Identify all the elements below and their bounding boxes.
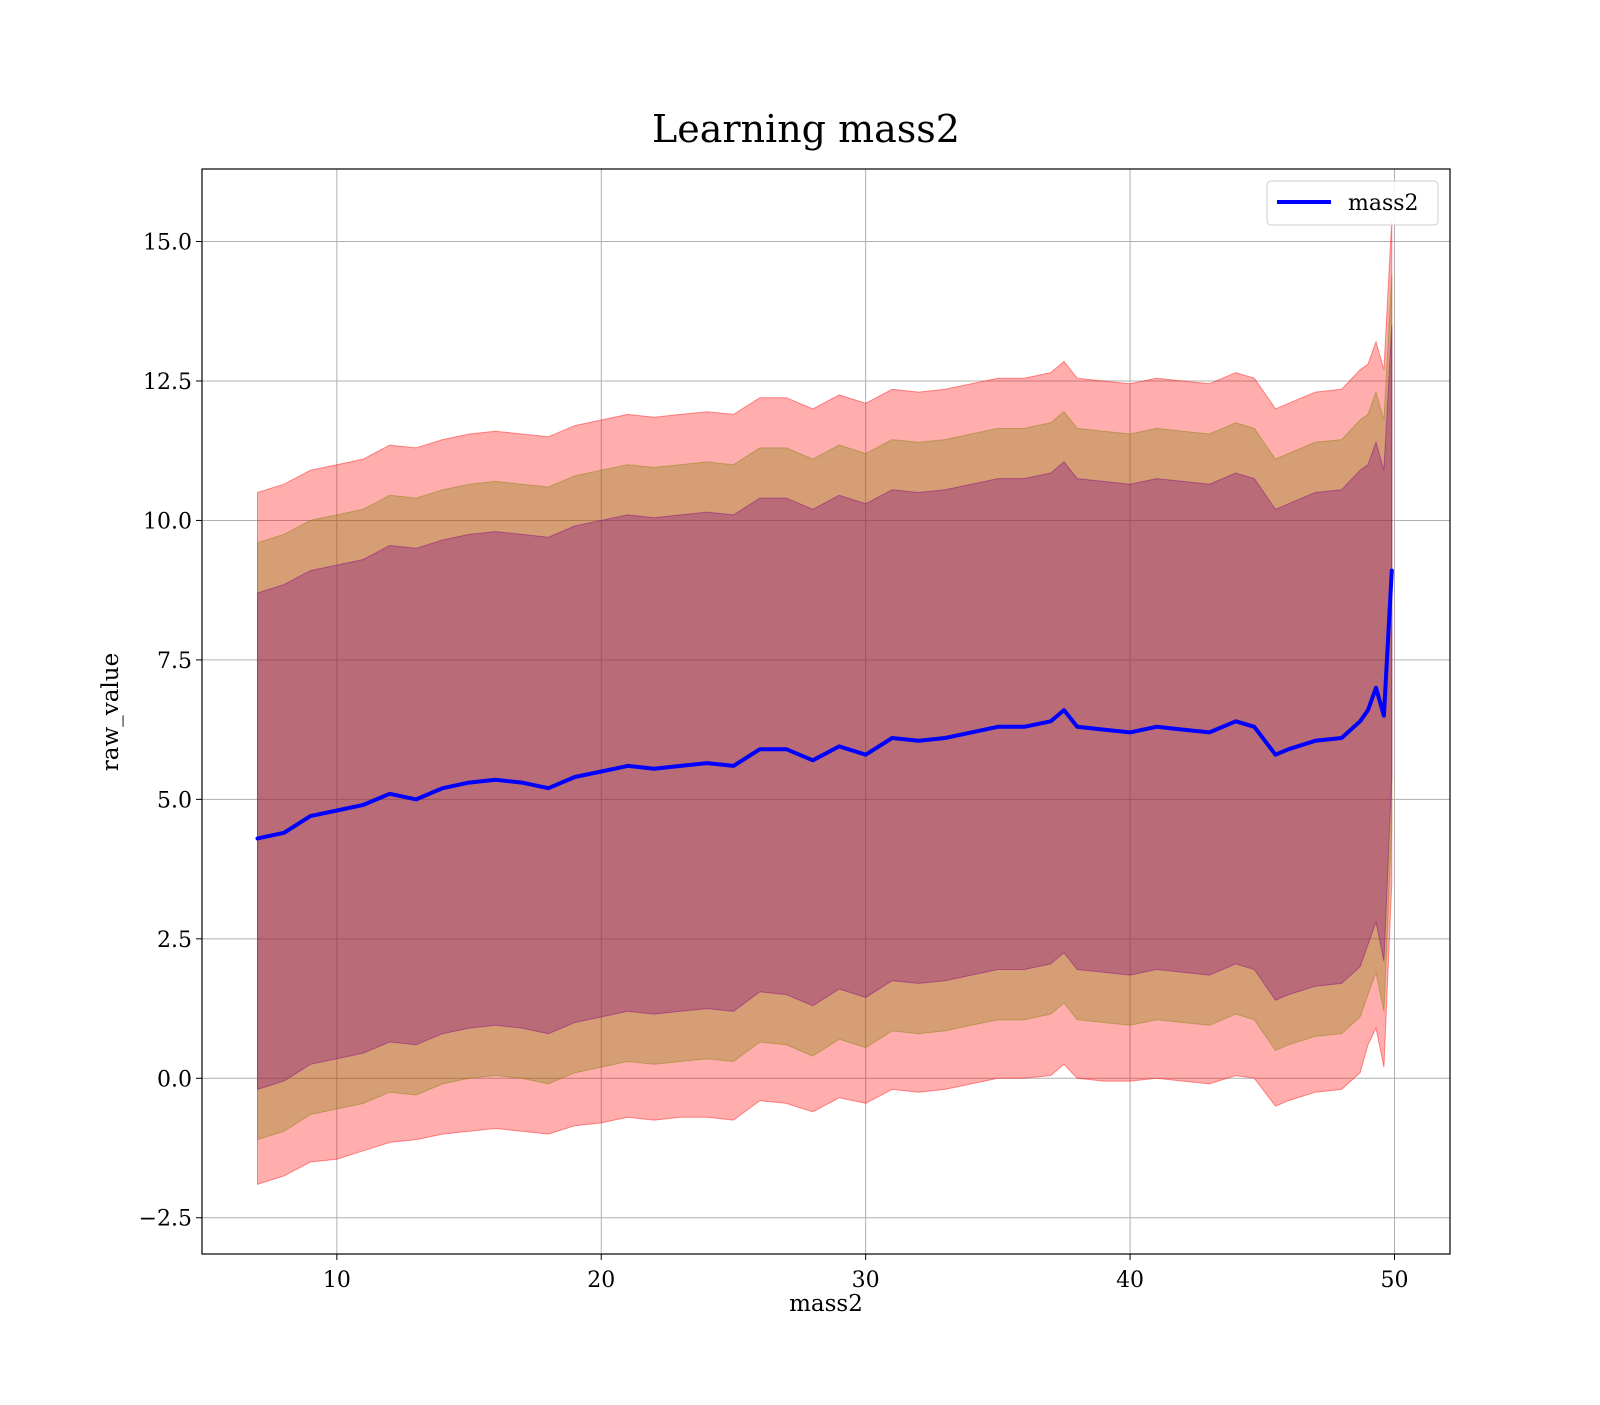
y-tick-label: 7.5	[157, 649, 192, 674]
y-axis-label: raw_value	[98, 653, 124, 771]
legend-box	[1266, 180, 1439, 226]
x-tick-label: 10	[323, 1268, 351, 1293]
y-tick-label: 2.5	[157, 928, 192, 953]
x-tick-label: 40	[1116, 1268, 1144, 1293]
plot-frame	[201, 168, 1451, 1255]
y-tick-label: 15.0	[143, 231, 192, 256]
confidence-band-3	[257, 325, 1393, 1091]
x-axis-label: mass2	[789, 1291, 863, 1317]
x-tick-label: 30	[852, 1268, 880, 1293]
legend: mass2	[1266, 180, 1439, 226]
tick-layer: 10 20 30 40 50 −2.5 0.0 2.5 5.0 7.5 10.0 12.5 15.0	[139, 231, 1409, 1293]
y-tick-label: 5.0	[157, 788, 192, 813]
y-tick-label: 12.5	[143, 370, 192, 395]
confidence-band-1	[257, 219, 1393, 1185]
y-tick-label: 0.0	[157, 1067, 192, 1092]
series-line-mass2	[255, 568, 1394, 841]
legend-entry-label: mass2	[1348, 191, 1419, 216]
band-layer	[257, 219, 1393, 1185]
confidence-band-2	[257, 274, 1393, 1141]
chart-title: Learning mass2	[652, 107, 960, 151]
y-tick-label: −2.5	[139, 1207, 192, 1232]
y-tick-label: 10.0	[143, 509, 192, 534]
x-tick-label: 50	[1380, 1268, 1408, 1293]
x-tick-label: 20	[587, 1268, 615, 1293]
line-layer	[255, 568, 1394, 841]
